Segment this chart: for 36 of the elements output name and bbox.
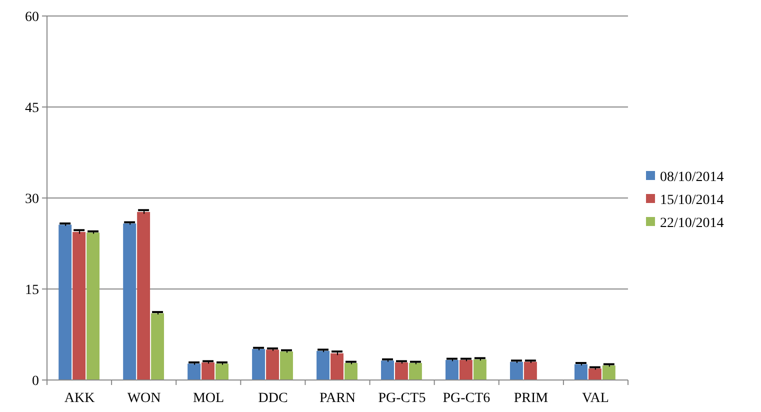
bar [137,212,150,380]
bar [381,360,394,380]
x-tick-label: WON [127,391,161,406]
bar [252,349,266,380]
bar [123,223,136,380]
legend-label: 08/10/2014 [660,170,724,185]
x-tick-label: DDC [258,391,288,406]
y-tick-label: 30 [25,192,39,207]
x-tick-label: PG-CT6 [442,391,490,406]
x-tick-label: VAL [582,391,609,406]
bar [344,363,358,380]
y-tick-label: 45 [25,100,39,116]
legend-label: 15/10/2014 [660,192,724,208]
bar [86,232,100,380]
bar [58,224,72,380]
x-tick-label: PARN [319,391,356,406]
legend-label: 22/10/2014 [660,216,724,231]
x-tick-label: AKK [64,391,95,406]
bar [216,364,228,380]
bar [330,353,344,380]
bar [280,351,293,380]
bar [602,365,616,380]
bar [316,350,330,380]
bar [72,232,86,380]
bar [151,313,164,380]
bar [188,364,201,380]
y-tick-label: 15 [25,282,39,298]
y-tick-label: 0 [32,374,39,389]
y-tick-label: 60 [25,10,39,25]
x-tick-label: MOL [192,391,224,406]
x-tick-label: PG-CT5 [378,391,426,406]
bar [588,368,602,380]
x-tick-label: PRIM [514,391,549,406]
bar [266,350,279,380]
bar [574,364,588,380]
bar [408,363,422,380]
